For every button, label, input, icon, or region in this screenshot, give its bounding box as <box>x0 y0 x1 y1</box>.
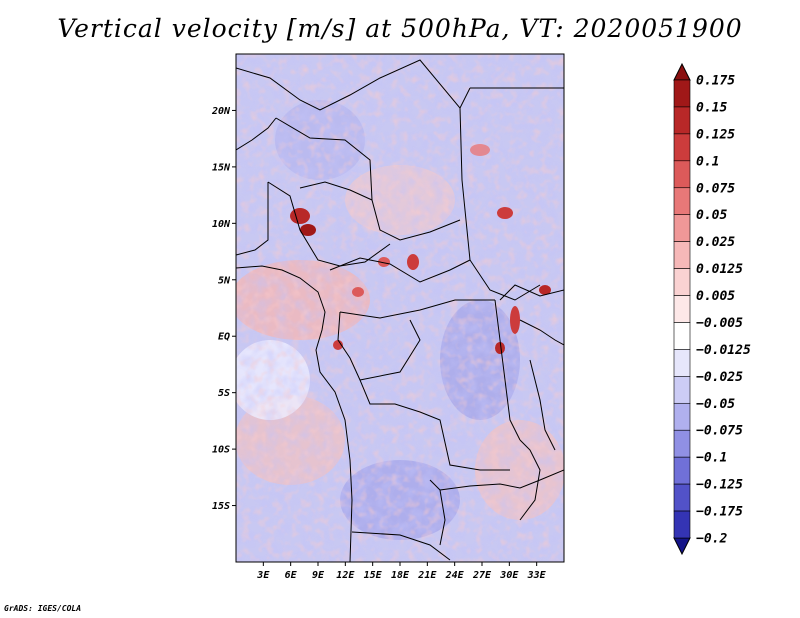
colorbar-label: 0.05 <box>696 208 727 223</box>
latitude-axis: 20N 15N 10N 5N EQ 5S 10S 15S <box>211 106 236 512</box>
colorbar-label: 0.1 <box>696 154 719 169</box>
colorbar-label: −0.0125 <box>696 343 751 358</box>
colorbar-segment <box>673 456 691 485</box>
colorbar-segment <box>673 483 691 512</box>
colorbar-segment <box>673 268 691 296</box>
colorbar-label: 0.0125 <box>696 262 743 277</box>
colorbar-segment <box>673 376 691 404</box>
colorbar-label: 0.075 <box>696 181 735 196</box>
colorbar-label: 0.15 <box>696 100 727 115</box>
colorbar-segment <box>673 79 691 108</box>
country-borders <box>236 59 564 562</box>
colorbar-segment <box>673 133 691 162</box>
lon-tick-label: 12E <box>336 570 355 581</box>
lat-tick-label: 20N <box>211 106 231 117</box>
colorbar-segment <box>673 349 691 377</box>
colorbar-label: −0.005 <box>696 316 743 331</box>
colorbar-label: −0.2 <box>696 532 727 547</box>
lon-tick-label: 9E <box>312 570 325 581</box>
colorbar-label: 0.005 <box>696 289 735 304</box>
lon-tick-label: 27E <box>472 570 492 581</box>
colorbar-label: −0.075 <box>696 424 743 439</box>
lon-tick-label: 21E <box>417 570 437 581</box>
lat-tick-label: 10N <box>212 219 231 230</box>
colorbar-label: 0.125 <box>696 127 735 142</box>
lon-tick-label: 15E <box>364 570 383 581</box>
lat-tick-label: 15N <box>212 162 231 173</box>
lon-tick-label: 24E <box>445 570 465 581</box>
colorbar-segment <box>673 402 691 431</box>
colorbar-segment <box>673 214 691 242</box>
colorbar-segment <box>673 429 691 458</box>
lon-tick-label: 3E <box>256 570 270 581</box>
colorbar-top-arrow <box>673 62 691 81</box>
colorbar-segment <box>673 106 691 135</box>
lon-tick-label: 33E <box>527 570 547 581</box>
lat-tick-label: 15S <box>212 501 230 512</box>
lat-tick-label: EQ <box>218 332 230 343</box>
colorbar-label: −0.1 <box>696 451 727 466</box>
colorbar-label: −0.05 <box>696 397 735 412</box>
lon-tick-label: 30E <box>499 570 519 581</box>
plot-title: Vertical velocity [m/s] at 500hPa, VT: 2… <box>57 14 743 43</box>
lon-tick-label: 18E <box>391 570 410 581</box>
lat-tick-label: 5S <box>218 388 230 399</box>
lat-tick-label: 5N <box>218 275 231 286</box>
colorbar-bottom-arrow <box>673 537 691 556</box>
colorbar-label: 0.175 <box>696 74 735 89</box>
colorbar-segment <box>673 295 691 323</box>
lon-tick-label: 6E <box>285 570 298 581</box>
colorbar: 0.175 0.15 0.125 0.1 0.075 0.05 0.025 0.0125 0.0… <box>673 62 751 556</box>
colorbar-label: −0.125 <box>696 478 743 493</box>
colorbar-label: −0.025 <box>696 370 743 385</box>
colorbar-segment <box>673 241 691 269</box>
lat-tick-label: 10S <box>212 445 230 456</box>
longitude-axis: 3E 6E 9E 12E 15E 18E 21E 24E 27E 30E 33E <box>256 562 547 581</box>
velocity-field <box>236 54 564 562</box>
colorbar-label: 0.025 <box>696 235 735 250</box>
colorbar-segment <box>673 160 691 189</box>
colorbar-segment <box>673 187 691 216</box>
software-credit: GrADS: IGES/COLA <box>4 604 82 613</box>
colorbar-segment <box>673 322 691 350</box>
colorbar-segment <box>673 510 691 539</box>
colorbar-label: −0.175 <box>696 505 743 520</box>
